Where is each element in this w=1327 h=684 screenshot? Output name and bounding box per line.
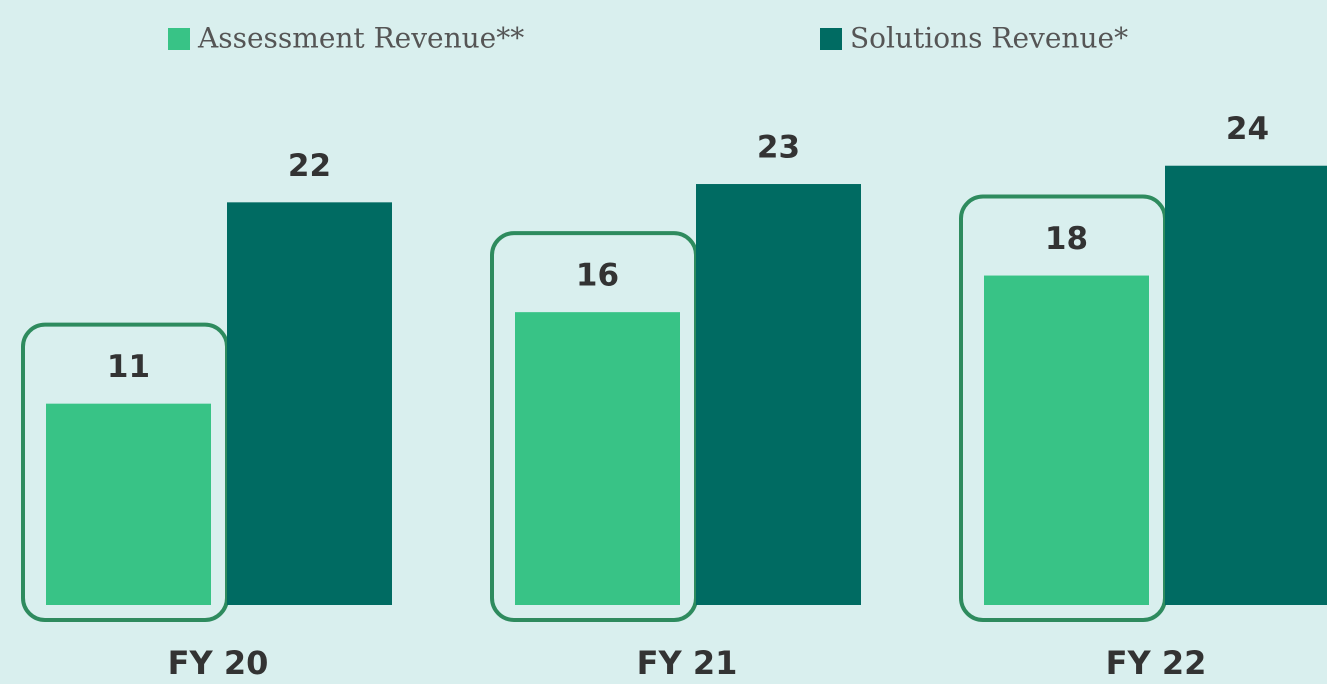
bar — [1165, 165, 1327, 605]
legend-swatch — [168, 28, 190, 50]
legend-swatch — [820, 28, 842, 50]
value-label: 18 — [1045, 221, 1088, 257]
bar — [515, 312, 680, 605]
bar — [227, 202, 392, 606]
value-label: 23 — [757, 130, 800, 166]
x-tick-label: FY 21 — [637, 644, 738, 682]
value-label: 16 — [576, 258, 619, 294]
bar — [696, 184, 861, 605]
legend-label: Solutions Revenue* — [850, 22, 1128, 55]
value-label: 24 — [1226, 111, 1269, 147]
value-label: 11 — [107, 349, 150, 385]
bar — [46, 403, 211, 605]
x-tick-label: FY 20 — [168, 644, 269, 682]
value-label: 22 — [288, 148, 331, 184]
legend-label: Assessment Revenue** — [197, 22, 524, 55]
bar — [984, 275, 1149, 605]
x-tick-label: FY 22 — [1106, 644, 1207, 682]
